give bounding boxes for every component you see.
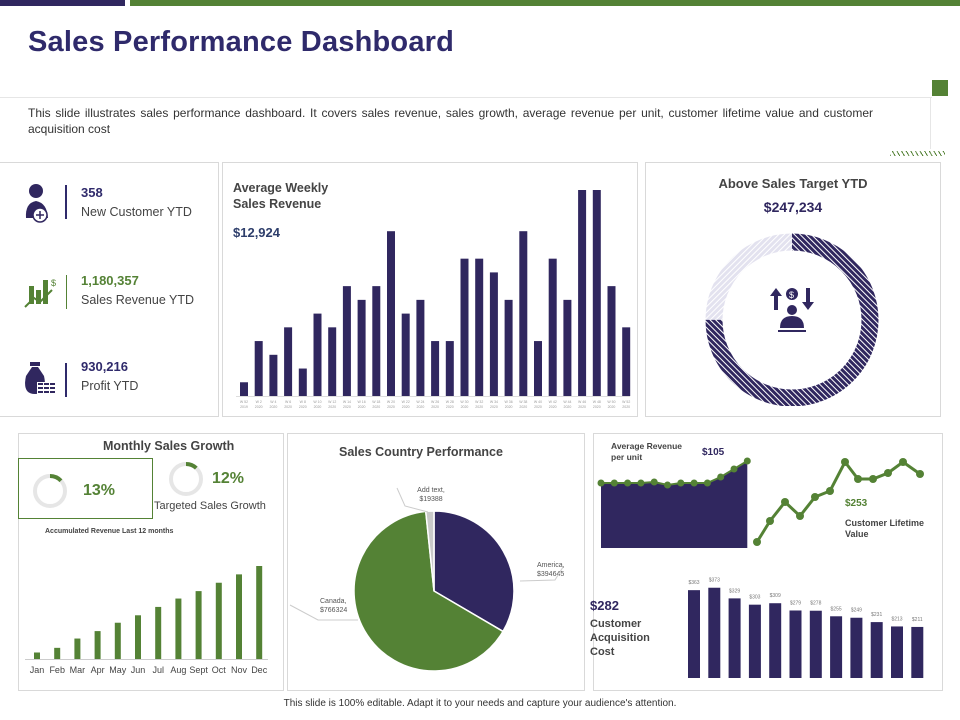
kpi-separator xyxy=(65,185,67,219)
clv-label-line1: Customer Lifetime xyxy=(845,518,925,528)
header-divider xyxy=(0,97,932,98)
growth-ring xyxy=(33,474,67,508)
targeted-label: Targeted Sales Growth xyxy=(154,500,266,512)
cac-label: Customer Acquisition Cost xyxy=(590,617,650,659)
kpi-profit: 930,216 Profit YTD xyxy=(81,359,138,393)
unit-title-line2: per unit xyxy=(611,452,643,462)
kpi-value: 930,216 xyxy=(81,359,128,374)
clv-label: Customer Lifetime Value xyxy=(845,518,924,540)
weekly-title-line2: Sales Revenue xyxy=(233,197,322,211)
cac-label-line1: Customer xyxy=(590,618,642,630)
growth-value: 13% xyxy=(83,482,116,499)
unit-title-line1: Average Revenue xyxy=(611,441,683,451)
kpi-label: New Customer YTD xyxy=(81,205,192,219)
clv-label-line2: Value xyxy=(845,529,869,539)
investor-icon: $ xyxy=(770,288,814,332)
top-bar-green xyxy=(130,0,960,6)
unit-title: Average Revenue per unit xyxy=(611,441,682,463)
growth-chart-icon: $ xyxy=(24,278,56,308)
top-bar-purple xyxy=(0,0,125,6)
green-square-decor xyxy=(932,80,948,96)
country-panel xyxy=(287,433,585,691)
kpi-separator xyxy=(66,275,67,309)
donut-fill xyxy=(705,233,879,406)
cac-value: $282 xyxy=(590,598,619,613)
svg-text:$: $ xyxy=(51,278,56,288)
growth-box xyxy=(18,458,153,519)
money-bag-icon xyxy=(25,362,57,395)
svg-text:$: $ xyxy=(789,290,794,300)
page-description: This slide illustrates sales performance… xyxy=(28,106,873,136)
kpi-new-customer: 358 New Customer YTD xyxy=(81,185,192,219)
targeted-value: 12% xyxy=(212,470,245,487)
page-title: Sales Performance Dashboard xyxy=(28,26,455,58)
target-donut: $ xyxy=(705,233,879,406)
kpi-value: 1,180,357 xyxy=(81,273,139,288)
cac-label-line3: Cost xyxy=(590,646,615,658)
header-vline xyxy=(930,97,931,149)
unit-value: $105 xyxy=(702,447,725,458)
kpi-label: Profit YTD xyxy=(81,379,139,393)
kpi-value: 358 xyxy=(81,185,103,200)
target-value: $247,234 xyxy=(763,199,823,215)
accumulated-label: Accumulated Revenue Last 12 months xyxy=(45,528,174,535)
footer-note: This slide is 100% editable. Adapt it to… xyxy=(283,698,677,709)
monthly-title: Monthly Sales Growth xyxy=(103,439,235,453)
target-title: Above Sales Target YTD xyxy=(718,176,868,191)
weekly-title: Average Weekly Sales Revenue xyxy=(233,180,328,212)
kpi-sales-revenue: 1,180,357 Sales Revenue YTD xyxy=(81,273,194,307)
cac-label-line2: Acquisition xyxy=(590,632,650,644)
country-title: Sales Country Performance xyxy=(339,445,503,459)
kpi-label: Sales Revenue YTD xyxy=(81,293,195,307)
kpi-separator xyxy=(65,363,67,397)
clv-value: $253 xyxy=(845,498,868,509)
targeted-ring xyxy=(169,462,203,496)
weekly-title-line1: Average Weekly xyxy=(233,181,329,195)
weekly-value: $12,924 xyxy=(233,225,280,240)
user-add-icon xyxy=(25,184,48,223)
hatch-decor xyxy=(890,151,945,156)
